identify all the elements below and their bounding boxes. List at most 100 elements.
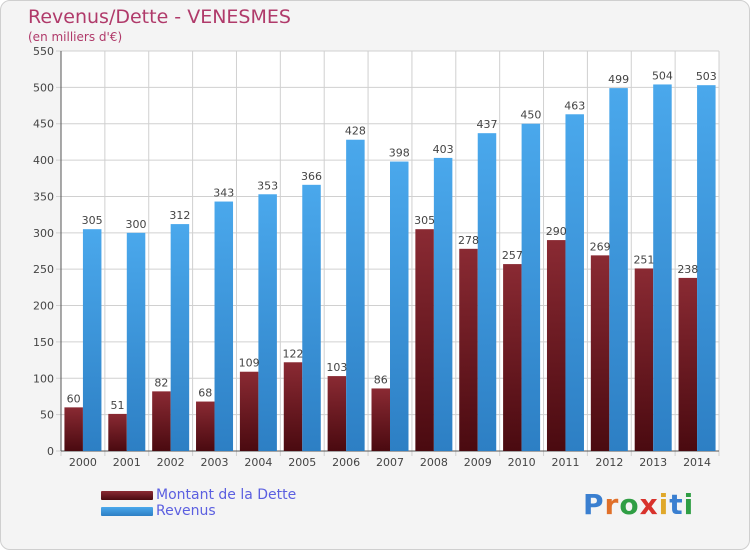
y-tick-label: 200 <box>33 300 54 313</box>
data-label: 68 <box>198 387 212 400</box>
bar-revenus <box>302 184 321 451</box>
bar-dette <box>459 248 478 451</box>
logo-letter: t <box>669 488 684 521</box>
chart-subtitle: (en milliers d'€) <box>28 30 123 44</box>
data-label: 269 <box>590 240 611 253</box>
data-label: 312 <box>169 209 190 222</box>
data-label: 450 <box>520 109 541 122</box>
data-label: 290 <box>546 225 567 238</box>
logo-letter: i <box>683 488 695 521</box>
data-label: 305 <box>82 214 103 227</box>
bar-revenus <box>170 224 190 451</box>
data-label: 366 <box>301 170 322 183</box>
x-tick-label: 2009 <box>464 456 492 469</box>
data-label: 109 <box>239 357 260 370</box>
x-tick-label: 2004 <box>244 456 272 469</box>
data-label: 86 <box>374 373 388 386</box>
data-label: 437 <box>476 118 497 131</box>
legend-swatch-dette <box>101 491 153 500</box>
legend-label-dette: Montant de la Dette <box>156 487 297 503</box>
x-tick-label: 2008 <box>420 456 448 469</box>
data-label: 82 <box>154 376 168 389</box>
bar-revenus <box>433 157 453 451</box>
data-label: 278 <box>458 234 479 247</box>
data-label: 60 <box>67 392 81 405</box>
x-tick-label: 2002 <box>157 456 185 469</box>
y-tick-label: 150 <box>33 336 54 349</box>
bar-dette <box>503 264 522 451</box>
bar-revenus <box>258 194 277 452</box>
bar-revenus <box>390 161 409 451</box>
bar-revenus <box>346 139 365 451</box>
bar-dette <box>196 401 215 451</box>
bar-dette <box>634 268 654 451</box>
logo-letter: r <box>604 488 620 521</box>
bar-dette <box>546 240 566 451</box>
x-tick-label: 2010 <box>508 456 536 469</box>
legend-label-revenus: Revenus <box>156 503 216 519</box>
y-tick-label: 0 <box>47 445 54 458</box>
data-label: 51 <box>111 399 125 412</box>
bar-dette <box>64 407 83 451</box>
bar-dette <box>283 362 303 451</box>
bar-layer <box>64 84 716 452</box>
legend-swatch-revenus <box>101 507 153 516</box>
data-label: 305 <box>414 214 435 227</box>
y-tick-label: 550 <box>33 45 54 58</box>
data-label: 398 <box>389 147 410 160</box>
bar-revenus <box>697 85 716 451</box>
data-label: 122 <box>283 347 304 360</box>
x-tick-label: 2007 <box>376 456 404 469</box>
bar-revenus <box>214 201 234 451</box>
data-label: 300 <box>126 218 147 231</box>
bar-revenus <box>609 88 628 451</box>
bar-dette <box>152 391 171 451</box>
y-tick-label: 350 <box>33 190 54 203</box>
data-label: 103 <box>326 361 347 374</box>
bar-dette <box>415 229 434 451</box>
x-tick-label: 2006 <box>332 456 360 469</box>
y-tick-label: 450 <box>33 118 54 131</box>
bar-revenus <box>477 133 497 451</box>
bar-dette <box>371 388 390 451</box>
x-tick-label: 2003 <box>201 456 229 469</box>
data-label: 343 <box>213 187 234 200</box>
bar-revenus <box>653 84 672 452</box>
label-layer: 60 305 51 300 82 312 68 343 109 353 122 366 103 428 86… <box>67 69 717 411</box>
y-tick-label: 400 <box>33 154 54 167</box>
y-tick-label: 50 <box>40 409 54 422</box>
data-label: 499 <box>608 73 629 86</box>
chart-title: Revenus/Dette - VENESMES <box>28 6 291 28</box>
y-tick-label: 100 <box>33 372 54 385</box>
data-label: 257 <box>502 249 523 262</box>
data-label: 503 <box>696 70 717 83</box>
bar-revenus <box>565 114 584 451</box>
x-tick-label: 2012 <box>595 456 623 469</box>
bar-revenus <box>521 123 541 452</box>
data-label: 463 <box>564 99 585 112</box>
data-label: 504 <box>652 69 673 82</box>
axis-layer: 0 50 100 150 200 250 300 350 400 450 500 550 2000 200… <box>33 45 719 469</box>
bar-revenus <box>126 232 146 451</box>
y-tick-label: 500 <box>33 81 54 94</box>
logo-letter: x <box>639 488 659 521</box>
bar-dette <box>590 255 610 451</box>
bar-revenus <box>82 229 102 451</box>
bar-dette <box>239 371 259 451</box>
data-label: 251 <box>633 253 654 266</box>
proxiti-logo: Proxiti <box>583 488 694 521</box>
x-tick-label: 2013 <box>639 456 667 469</box>
data-label: 353 <box>257 179 278 192</box>
logo-letter: P <box>583 488 605 521</box>
x-tick-label: 2000 <box>69 456 97 469</box>
logo-letter: i <box>658 488 670 521</box>
x-tick-label: 2011 <box>551 456 579 469</box>
logo-letter: o <box>619 488 640 521</box>
y-tick-label: 300 <box>33 227 54 240</box>
bar-dette <box>108 413 127 451</box>
data-label: 428 <box>345 125 366 138</box>
bar-dette <box>327 376 347 451</box>
data-label: 238 <box>677 263 698 276</box>
